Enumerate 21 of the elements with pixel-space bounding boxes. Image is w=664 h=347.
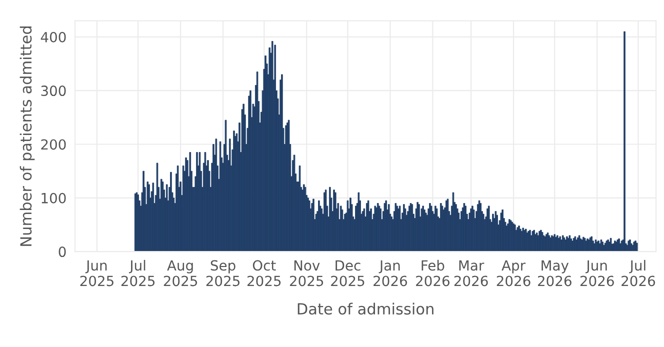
x-tick-label: May 2026 [538, 260, 572, 286]
x-tick-label: Jan 2026 [374, 260, 407, 286]
y-tick-label: 200 [41, 139, 66, 150]
y-axis-title: Number of patients admitted [20, 26, 35, 246]
x-tick-label: Apr 2026 [496, 260, 530, 286]
x-tick-label: Jul 2025 [121, 260, 155, 286]
x-tick-label: Sep 2025 [206, 260, 240, 286]
y-tick-label: 0 [58, 246, 66, 258]
y-tick-label: 300 [41, 86, 66, 96]
x-tick-label: Jul 2026 [622, 260, 656, 286]
x-tick-label: Feb 2026 [416, 260, 450, 286]
x-tick-label: Jun 2026 [580, 260, 614, 286]
x-tick-label: Nov 2025 [290, 260, 324, 286]
x-tick-label: Jun 2025 [80, 260, 114, 286]
y-tick-label: 100 [42, 192, 66, 204]
x-tick-label: Mar 2026 [454, 260, 488, 286]
x-tick-label: Aug 2025 [164, 260, 198, 286]
x-tick-label: Dec 2025 [331, 260, 364, 286]
x-axis-title: Date of admission [298, 302, 434, 315]
x-tick-label: Oct 2025 [247, 260, 281, 286]
y-tick-label: 400 [40, 32, 66, 42]
